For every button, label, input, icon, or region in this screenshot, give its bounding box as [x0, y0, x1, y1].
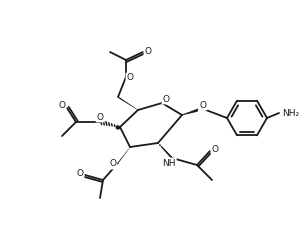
Polygon shape	[182, 108, 199, 116]
Polygon shape	[117, 147, 130, 164]
Text: O: O	[212, 144, 219, 154]
Polygon shape	[117, 96, 138, 110]
Text: O: O	[162, 95, 169, 103]
Text: O: O	[76, 168, 84, 178]
Text: O: O	[145, 47, 151, 55]
Text: O: O	[110, 160, 116, 168]
Text: O: O	[200, 100, 207, 110]
Text: O: O	[96, 113, 103, 121]
Text: O: O	[126, 73, 134, 82]
Text: O: O	[59, 102, 65, 110]
Text: NH₂: NH₂	[282, 109, 300, 117]
Text: NH: NH	[162, 158, 176, 168]
